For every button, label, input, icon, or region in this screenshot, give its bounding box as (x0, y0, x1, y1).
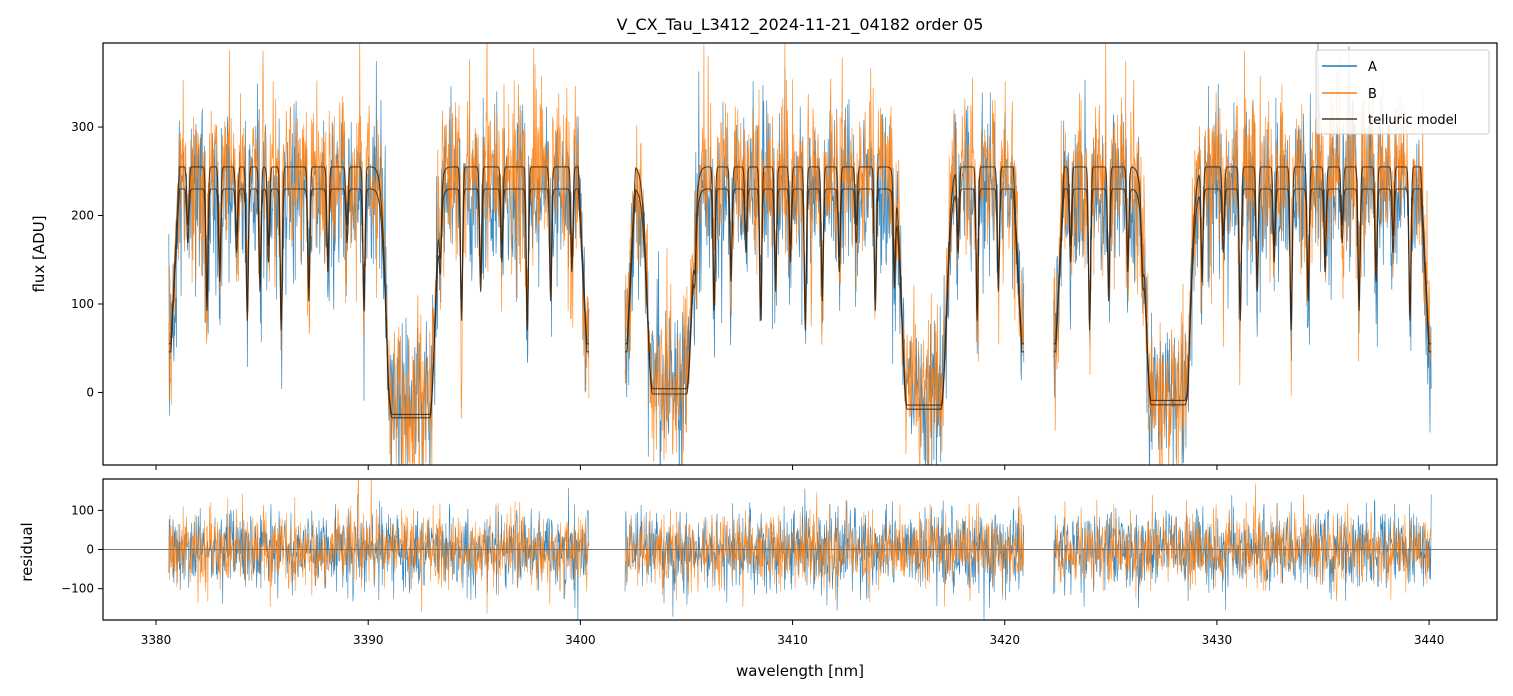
residual-b-line-segment-3 (1053, 483, 1432, 602)
flux-y-ticks: 0 100 200 300 (71, 120, 103, 399)
legend-label-telluric-model: telluric model (1368, 113, 1457, 128)
x-tick-label-3390: 3390 (353, 633, 384, 647)
residual-y-tick-label-0: 0 (86, 543, 94, 557)
x-tick-label-3420: 3420 (989, 633, 1020, 647)
residual-b-line-segment-1 (168, 479, 590, 614)
residual-plot-area (103, 479, 1497, 620)
flux-y-tick-label-100: 100 (71, 297, 94, 311)
flux-y-tick-label-200: 200 (71, 209, 94, 223)
legend: A B telluric model (1315, 49, 1490, 135)
residual-y-ticks: −100 0 100 (61, 503, 103, 596)
flux-x-ticks (155, 465, 1430, 470)
legend-label-a: A (1368, 60, 1377, 75)
x-tick-label-3440: 3440 (1414, 633, 1445, 647)
residual-y-tick-label--100: −100 (61, 582, 94, 596)
flux-y-tick-label-300: 300 (71, 120, 94, 134)
flux-axes-frame (102, 42, 1498, 466)
x-tick-label-3400: 3400 (565, 633, 596, 647)
series-b-line-segment-3 (1053, 43, 1432, 465)
telluric-model-a-segment-1 (168, 188, 589, 419)
x-tick-label-3410: 3410 (777, 633, 808, 647)
x-axis-label: wavelength [nm] (736, 662, 864, 680)
legend-label-b: B (1368, 87, 1377, 102)
series-b-line-segment-2 (624, 43, 1025, 465)
x-tick-label-3430: 3430 (1202, 633, 1233, 647)
telluric-model-b-segment-1 (168, 166, 589, 415)
legend-box (1315, 49, 1490, 135)
residual-y-axis-label: residual (18, 522, 36, 581)
chart-title: V_CX_Tau_L3412_2024-11-21_04182 order 05 (617, 15, 984, 35)
telluric-model-b-segment-3 (1053, 166, 1432, 401)
flux-y-tick-label-0: 0 (86, 385, 94, 399)
residual-y-tick-label-100: 100 (71, 503, 94, 517)
flux-y-axis-label: flux [ADU] (30, 215, 48, 292)
residual-x-ticks: 3380 3390 3400 3410 3420 3430 3440 (141, 620, 1445, 647)
x-tick-label-3380: 3380 (141, 633, 172, 647)
residual-panel: 3380 3390 3400 3410 3420 3430 3440 −100 0 100 re… (18, 478, 1498, 680)
flux-panel: 0 100 200 300 flux [ADU] A B telluric model (30, 42, 1498, 470)
flux-plot-area (168, 43, 1432, 465)
telluric-model-b-segment-2 (625, 166, 1024, 406)
residual-b-line-segment-2 (624, 492, 1025, 607)
